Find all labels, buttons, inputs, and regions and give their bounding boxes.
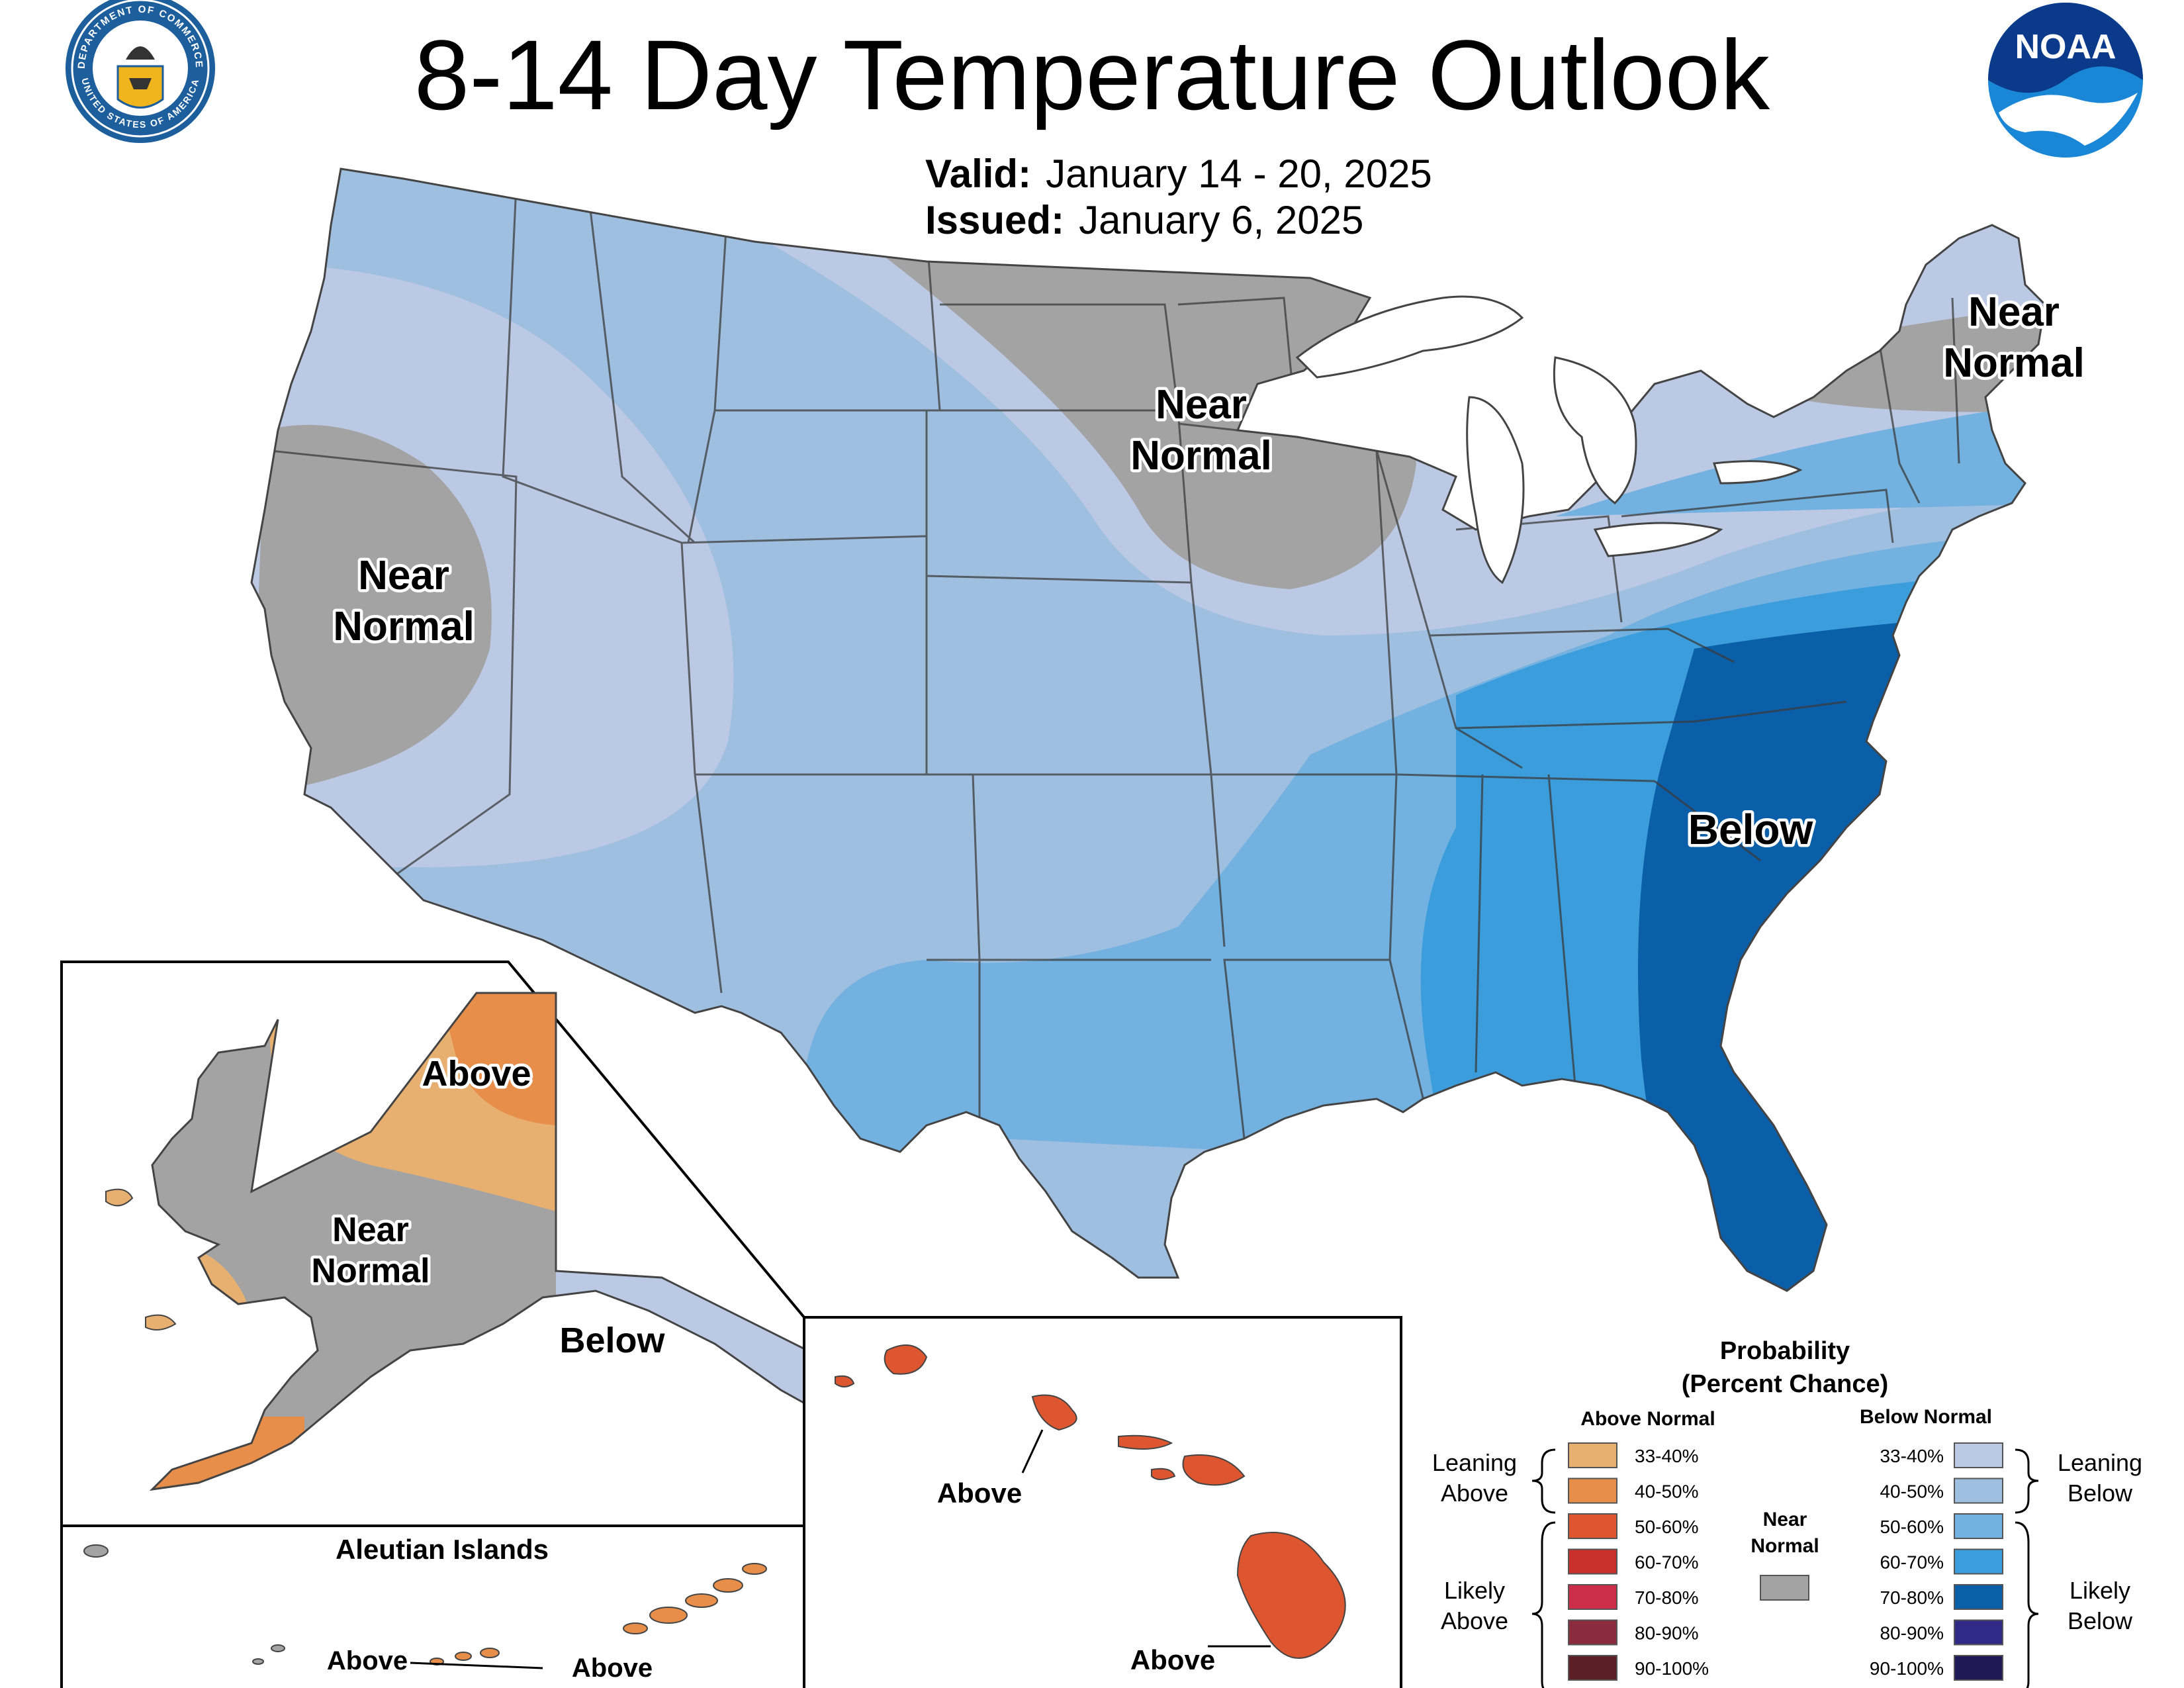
- issued-label: Issued:: [925, 198, 1065, 242]
- legend-above-bin-swatch-2: [1568, 1513, 1617, 1539]
- legend-near-normal-swatch: [1760, 1575, 1809, 1601]
- svg-text:NOAA: NOAA: [2015, 28, 2116, 66]
- conus-northeast-label-1: Near: [1968, 289, 2060, 335]
- map-labels: Near Normal Near Normal Near Normal Belo…: [308, 287, 2087, 1686]
- hawaii-inset: [803, 1316, 1402, 1688]
- conus-west-label-1: Near: [358, 553, 449, 598]
- legend-below-bin-swatch-0: [1954, 1442, 2003, 1468]
- alaska-above-40-50: [437, 993, 556, 1125]
- alaska-center-label-2: Normal: [311, 1252, 430, 1290]
- legend-below-bin-swatch-6: [1954, 1655, 2003, 1681]
- legend-above-bin-label-6: 90-100%: [1635, 1658, 1709, 1679]
- issued-line: Issued: January 6, 2025: [925, 201, 1363, 240]
- conus-west-near-normal: [251, 424, 492, 790]
- legend-below-bin-label-5: 80-90%: [1880, 1623, 1944, 1644]
- legend-below-bin-label-1: 40-50%: [1880, 1481, 1944, 1502]
- legend-below-bin-swatch-3: [1954, 1548, 2003, 1575]
- aleutian-islands: [430, 1563, 767, 1665]
- alaska-north-label: Above: [422, 1054, 531, 1094]
- legend-leaning-above-2: Above: [1441, 1479, 1508, 1507]
- legend-below-bin-swatch-1: [1954, 1477, 2003, 1504]
- legend-above-header: Above Normal: [1580, 1408, 1715, 1430]
- legend-likely-below-1: Likely: [2070, 1577, 2130, 1604]
- legend-below-header: Below Normal: [1860, 1406, 1992, 1428]
- legend-likely-above-2: Above: [1441, 1607, 1508, 1634]
- legend-braces: [1531, 1448, 2039, 1688]
- legend-above-bin-swatch-4: [1568, 1584, 1617, 1610]
- legend-below-bins: 33-40% 40-50% 50-60% 60-70% 70-80% 80-90% 90-1…: [1870, 1442, 2003, 1681]
- legend-above-bin-label-4: 70-80%: [1635, 1587, 1699, 1608]
- legend: Probability (Percent Chance) Above Norma…: [1432, 1337, 2142, 1688]
- valid-label: Valid:: [925, 152, 1032, 196]
- legend-likely-above-1: Likely: [1444, 1577, 1505, 1604]
- legend-leaning-below-1: Leaning: [2058, 1449, 2142, 1476]
- conus-northeast-label-2: Normal: [1943, 340, 2085, 386]
- legend-title: Probability: [1720, 1337, 1850, 1365]
- legend-leaning-above-1: Leaning: [1432, 1449, 1517, 1476]
- alaska-inset: [60, 961, 862, 1527]
- texas-coast-below-40-50: [960, 1139, 1257, 1291]
- hawaiian-islands: [835, 1344, 1346, 1659]
- department-of-commerce-seal: DEPARTMENT OF COMMERCE UNITED STATES OF …: [66, 0, 215, 143]
- legend-below-bin-swatch-5: [1954, 1619, 2003, 1646]
- legend-below-bin-label-6: 90-100%: [1870, 1658, 1944, 1679]
- legend-subtitle: (Percent Chance): [1682, 1370, 1889, 1398]
- conus-north-label-1: Near: [1156, 382, 1247, 428]
- legend-above-bin-label-3: 60-70%: [1635, 1552, 1699, 1573]
- legend-below-bin-label-2: 50-60%: [1880, 1517, 1944, 1537]
- legend-above-bin-label-5: 80-90%: [1635, 1623, 1699, 1644]
- page-title: 8-14 Day Temperature Outlook: [414, 19, 1770, 130]
- eagle-icon: [126, 46, 155, 60]
- conus-southeast-label: Below: [1688, 806, 1813, 853]
- legend-above-bins: 33-40% 40-50% 50-60% 60-70% 70-80% 80-90% 90-1…: [1568, 1442, 1709, 1681]
- valid-dates: January 14 - 20, 2025: [1046, 152, 1432, 196]
- legend-above-bin-swatch-5: [1568, 1619, 1617, 1646]
- legend-above-bin-swatch-1: [1568, 1477, 1617, 1504]
- legend-below-bin-label-4: 70-80%: [1880, 1587, 1944, 1608]
- legend-near-label-1: Near: [1763, 1509, 1807, 1530]
- legend-below-bin-label-0: 33-40%: [1880, 1446, 1944, 1466]
- legend-leaning-below-2: Below: [2068, 1479, 2133, 1507]
- legend-below-bin-label-3: 60-70%: [1880, 1552, 1944, 1573]
- issued-date: January 6, 2025: [1079, 198, 1364, 242]
- conus-west-label-2: Normal: [333, 604, 475, 649]
- aleutian-inset: [60, 1524, 805, 1688]
- legend-above-bin-swatch-0: [1568, 1442, 1617, 1468]
- aleutian-left-label: Above: [327, 1646, 408, 1675]
- noaa-logo: NOAA: [1988, 3, 2143, 158]
- aleutian-right-label: Above: [572, 1654, 653, 1683]
- hawaii-oahu-label: Above: [937, 1477, 1022, 1509]
- conus-north-label-2: Normal: [1130, 433, 1272, 479]
- great-lakes: [1295, 295, 1803, 585]
- conus-north-near-normal: [860, 218, 1416, 589]
- aleutian-title: Aleutian Islands: [336, 1534, 549, 1565]
- legend-above-bin-swatch-6: [1568, 1655, 1617, 1681]
- hawaii-big-island-label: Above: [1130, 1644, 1215, 1675]
- legend-above-bin-swatch-3: [1568, 1548, 1617, 1575]
- alaska-center-label-1: Near: [332, 1211, 409, 1249]
- legend-above-bin-label-2: 50-60%: [1635, 1517, 1699, 1537]
- legend-below-bin-swatch-4: [1954, 1584, 2003, 1610]
- legend-below-bin-swatch-2: [1954, 1513, 2003, 1539]
- valid-line: Valid: January 14 - 20, 2025: [925, 154, 1432, 194]
- legend-above-bin-label-0: 33-40%: [1635, 1446, 1699, 1466]
- legend-above-bin-label-1: 40-50%: [1635, 1481, 1699, 1502]
- alaska-panhandle-label: Below: [559, 1321, 665, 1360]
- legend-likely-below-2: Below: [2068, 1607, 2133, 1634]
- conus-southeast-below-70-80: [1638, 609, 2045, 1291]
- legend-near-label-2: Normal: [1751, 1535, 1819, 1557]
